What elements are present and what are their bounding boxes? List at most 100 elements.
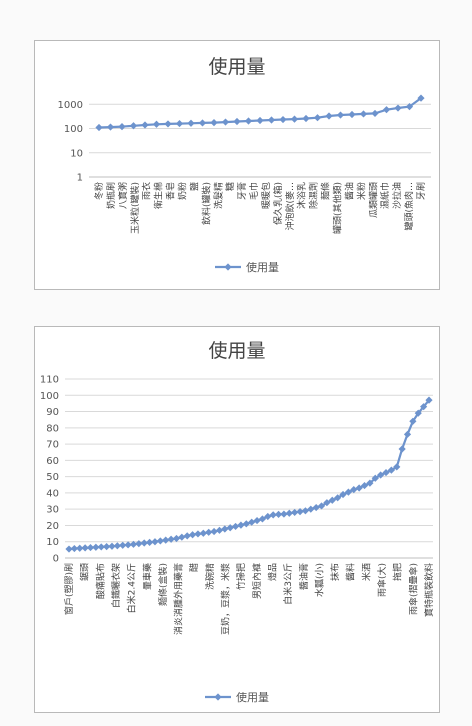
x-category-label: 豆奶，豆漿，米漿 (220, 563, 232, 635)
data-point (129, 122, 138, 130)
data-point (215, 526, 224, 534)
data-point (267, 116, 276, 124)
chart-title: 使用量 (208, 340, 265, 362)
data-point (92, 543, 100, 551)
y-tick-label: 0 (53, 554, 59, 565)
x-category-label: 奶瓶刷 (105, 182, 117, 209)
data-point (205, 528, 213, 536)
x-category-label: 奶粉 (176, 182, 188, 200)
y-tick-label: 10 (46, 537, 59, 548)
x-category-label: 竹掃把 (235, 563, 247, 590)
x-category-label: 醬油 (343, 182, 355, 200)
data-point (164, 120, 172, 128)
data-point (323, 499, 331, 507)
linear-line-chart: 使用量 0 10 20 30 40 50 60 70 80 90 100 110 窗戶(塑膠)刷 鋸頭 酸痛貼… (40, 340, 435, 704)
x-category-label: 保久乳(箱) (272, 182, 284, 225)
data-point (398, 445, 406, 453)
data-point (118, 123, 126, 131)
x-category-label: 沙拉油 (391, 182, 403, 209)
x-category-label: 抹布 (329, 563, 341, 581)
data-point (290, 115, 299, 123)
y-tick-label: 100 (40, 391, 59, 402)
data-point (325, 112, 333, 120)
data-point (95, 123, 103, 132)
x-category-label: 雨衣 (141, 182, 153, 200)
x-category-label: 醋 (188, 563, 200, 572)
x-category-label: 暈車藥 (141, 563, 153, 590)
data-point (106, 123, 115, 131)
data-point (371, 109, 379, 118)
data-point (359, 110, 368, 118)
data-point (221, 118, 230, 126)
x-category-label: 雨傘(摺疊傘) (407, 563, 419, 615)
data-point (279, 115, 287, 124)
data-point (141, 121, 149, 129)
data-point (355, 484, 363, 492)
y-tick-label: 60 (46, 456, 59, 467)
data-point (394, 104, 402, 112)
x-category-label: 濕紙巾 (379, 182, 391, 209)
x-category-label: 米酒 (360, 563, 372, 581)
x-category-label: 暖暖包 (260, 182, 272, 209)
x-category-label: 飲料(罐裝) (200, 182, 212, 225)
data-point (256, 116, 264, 125)
x-category-label: 牙刷 (416, 182, 427, 200)
x-category-label: 八寶粥 (117, 182, 129, 209)
data-point (210, 527, 218, 536)
data-point (135, 540, 143, 548)
x-category-label: 罐頭(其他類) (332, 182, 344, 234)
data-point (405, 103, 414, 111)
x-category-label: 除濕劑 (308, 182, 320, 209)
data-point (350, 486, 358, 494)
x-category-label: 毛巾 (248, 182, 260, 200)
data-point (178, 533, 186, 541)
data-point (237, 521, 245, 529)
data-point (425, 396, 433, 404)
x-category-label: 麵條 (320, 182, 332, 200)
legend-label: 使用量 (236, 691, 269, 704)
data-point (328, 496, 336, 504)
data-point (113, 542, 121, 550)
x-category-label: 鋸頭 (79, 563, 91, 581)
data-point (409, 417, 417, 425)
x-category-label: 衛生棉 (153, 182, 165, 209)
x-category-label: 香皂 (165, 182, 177, 200)
data-point (162, 536, 170, 544)
y-tick-label: 1 (77, 173, 83, 184)
legend-marker (214, 693, 222, 701)
x-category-label: 消炎消腫外用藥膏 (173, 563, 185, 635)
chart-panel-top: 使用量 1 10 100 1000 冬粉 奶瓶刷 八寶粥 玉米粒(罐裝) 雨衣 衛生棉 香皂 奶粉鹽飲料… (34, 40, 440, 290)
x-category-label: 醬料 (345, 563, 357, 581)
data-point (302, 114, 310, 123)
y-tick-label: 70 (46, 440, 59, 451)
x-category-label: 雨傘(大) (376, 563, 388, 597)
data-point (420, 403, 428, 411)
chart-title: 使用量 (208, 56, 265, 78)
data-point (348, 110, 356, 119)
x-category-label: 冬粉 (93, 182, 105, 200)
x-category-label: 罐頭(魚肉… (403, 182, 415, 231)
y-tick-label: 50 (46, 472, 59, 483)
x-category-label: 麵條(盒裝) (157, 563, 169, 606)
data-point (86, 543, 95, 552)
data-point (403, 430, 412, 438)
data-point (151, 538, 159, 546)
x-category-label: 牙膏 (236, 182, 248, 200)
y-tick-label: 20 (46, 521, 59, 532)
log-line-chart: 使用量 1 10 100 1000 冬粉 奶瓶刷 八寶粥 玉米粒(罐裝) 雨衣 衛生棉 香皂 奶粉鹽飲料… (58, 56, 431, 274)
y-tick-label: 80 (46, 423, 59, 434)
x-category-label: 洗髮精 (212, 182, 224, 209)
y-tick-label: 10 (70, 148, 83, 159)
x-category-label: 玉米粒(罐裝) (129, 182, 141, 234)
x-category-label: 酸痛貼布 (94, 563, 106, 599)
x-category-label: 水瓢(小) (313, 563, 325, 597)
x-category-label: 米粉 (355, 182, 367, 200)
data-point (167, 535, 175, 543)
y-tick-label: 30 (46, 505, 59, 516)
legend-marker (224, 263, 232, 271)
data-point (280, 510, 288, 518)
data-point (248, 518, 256, 526)
series-line (68, 399, 430, 551)
data-point (172, 534, 181, 543)
x-category-label: 寶特瓶裝飲料 (423, 563, 435, 617)
